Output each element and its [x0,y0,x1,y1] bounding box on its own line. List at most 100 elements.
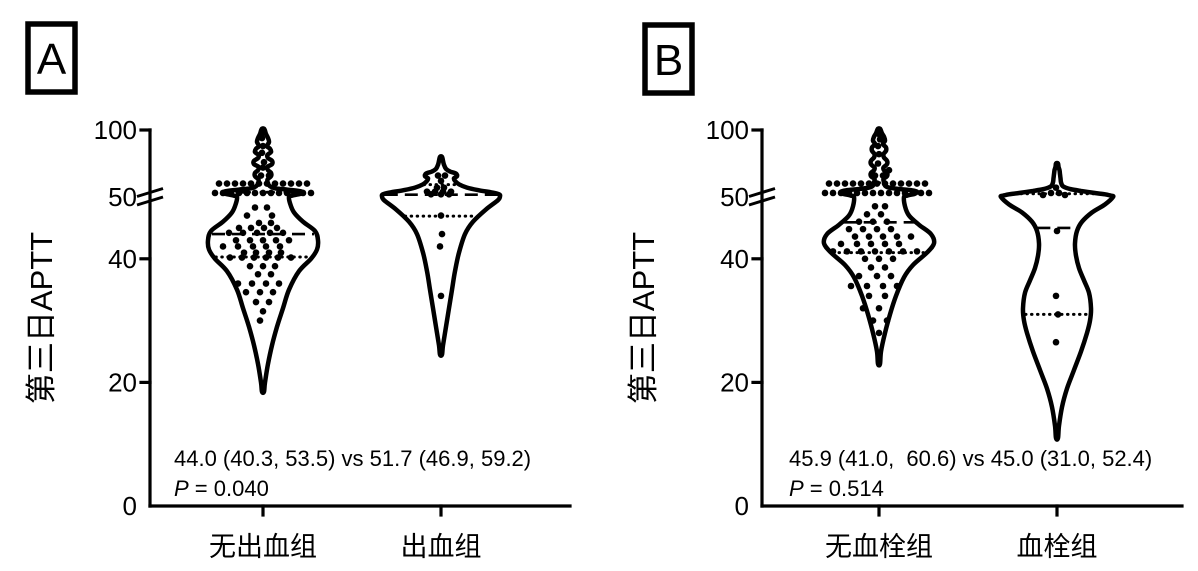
data-point [843,248,851,255]
data-point [867,264,875,271]
data-point [893,233,901,240]
violin-outline [379,154,503,358]
data-point [259,189,267,197]
data-point [889,180,897,187]
data-point [256,288,264,296]
data-point [437,191,445,198]
data-point [876,136,884,143]
data-point [859,304,867,312]
data-point [863,282,871,290]
data-point [243,189,251,197]
data-point [271,180,279,187]
data-point [427,191,435,198]
data-point [265,249,273,256]
plot-area: 0 20 40 50 100 无血栓组 血栓组 [706,115,1184,562]
data-point [219,243,227,250]
data-point [255,180,263,187]
data-point [211,189,219,197]
stats-annotation: 44.0 (40.3, 53.5) vs 51.7 (46.9, 59.2) [174,446,531,471]
data-point [881,202,889,210]
data-point [865,233,873,240]
p-value: = 0.514 [804,476,884,501]
data-point [258,149,266,157]
data-point [845,225,853,233]
data-point [257,172,265,179]
data-point [437,292,445,300]
violin-outline [998,160,1116,442]
data-point [855,272,863,280]
data-point [869,189,877,197]
data-point [877,211,885,218]
data-point [869,317,877,324]
data-point [275,280,283,287]
data-point [248,280,256,287]
x-tick-label: 血栓组 [1017,532,1098,562]
data-point [260,224,268,232]
data-point [837,240,845,248]
data-point [875,329,883,337]
data-point [925,189,933,197]
data-point [887,272,895,280]
data-point [855,218,863,226]
panel-marker: A [25,21,78,95]
data-point [879,282,887,290]
data-point [299,189,307,197]
data-point [243,212,251,219]
stats-annotation: 45.9 (41.0, 60.6) vs 45.0 (31.0, 52.4) [789,446,1152,471]
data-point [279,229,287,237]
data-point [865,292,873,300]
data-point [441,172,449,179]
data-point [907,233,915,240]
axis-break-mark [136,187,164,198]
data-point [262,254,270,261]
data-point [869,218,877,226]
data-point [874,142,882,150]
y-tick-label: 40 [108,244,137,274]
panel-a: A 第三日APTT 0 20 40 50 100 无出血组 出血组 44.0 (40.3, … [24,21,572,562]
data-point [259,308,267,315]
data-point [877,189,885,197]
data-point [234,280,242,287]
axis-break-mark [136,195,164,207]
data-point [291,189,299,197]
data-point [885,248,893,255]
data-point [899,248,907,255]
y-axis-title: 第三日APTT [626,232,661,404]
data-point [434,172,442,179]
data-point [887,225,895,233]
y-tick-label: 100 [94,115,137,145]
data-point [871,248,879,255]
data-point [265,298,273,306]
data-point [268,212,276,219]
data-point [829,189,837,197]
data-point [825,180,833,187]
y-tick-label: 20 [108,367,137,397]
data-point [437,177,445,185]
data-point [881,264,889,271]
data-point [1055,189,1063,197]
data-point [873,225,881,233]
data-point [865,180,873,187]
data-point [267,219,275,227]
data-point [437,212,445,219]
x-tick-label: 出血组 [401,532,482,562]
data-point [913,180,921,187]
p-value-text: P = 0.514 [789,476,884,501]
data-point [255,219,263,227]
data-point [253,229,261,237]
data-point [857,248,865,255]
data-point [295,180,303,187]
y-tick-label: 50 [108,182,137,212]
data-point [273,224,281,232]
data-point [847,282,855,290]
data-point [263,204,271,211]
data-point [879,172,887,179]
data-point [271,262,279,270]
y-tick-label: 50 [720,182,749,212]
data-point [259,164,267,171]
data-point [234,243,242,250]
axis-break-mark [748,195,776,207]
axis-break-mark [748,187,776,198]
data-point [235,224,243,232]
data-point [215,180,223,187]
